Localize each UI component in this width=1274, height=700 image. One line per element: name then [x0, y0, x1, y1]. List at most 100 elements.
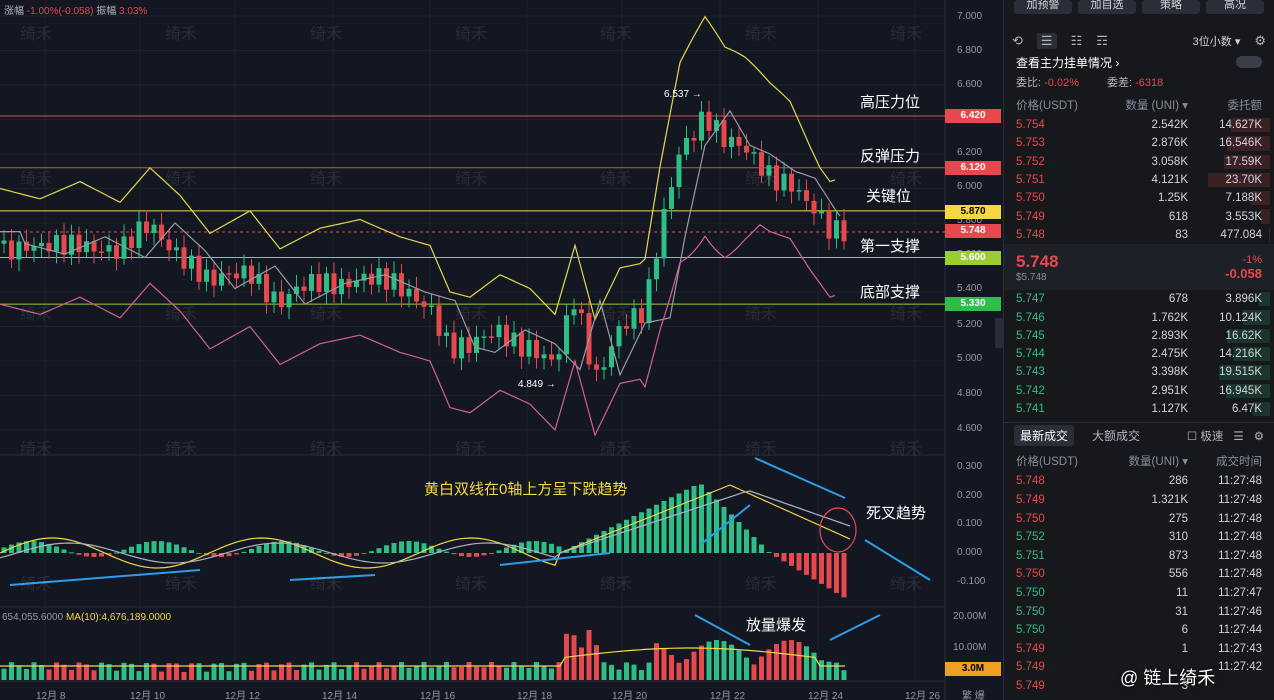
watermark-text: 绮禾 [310, 441, 343, 458]
orderbook-panel: 加预警 加自选 策略 高况 ⟲ ☰ ☷ ☶ 3位小数 ▾ ⚙ 查看主力挂单情况 › 委… [1003, 0, 1274, 700]
volume-bar [324, 664, 329, 680]
ask-row[interactable]: 5.751 4.121K 23.70K [1004, 171, 1274, 189]
panel-splitter[interactable] [995, 318, 1003, 348]
bid-row[interactable]: 5.744 2.475K 14.216K [1004, 345, 1274, 363]
trade-row[interactable]: 5.750 6 11:27:44 [1004, 621, 1274, 640]
trade-row[interactable]: 5.749 1 11:27:43 [1004, 640, 1274, 659]
annotation-volume-burst: 放量爆发 [746, 617, 807, 634]
ask-row[interactable]: 5.749 618 3.553K [1004, 207, 1274, 225]
ask-row[interactable]: 5.752 3.058K 17.59K [1004, 153, 1274, 171]
trade-row[interactable]: 5.751 873 11:27:48 [1004, 547, 1274, 566]
volume-bar [661, 648, 667, 680]
asks-view-icon[interactable]: ☶ [1096, 33, 1108, 48]
candle-body [526, 340, 532, 357]
bid-row[interactable]: 5.742 2.951K 16.945K [1004, 382, 1274, 400]
both-sides-view-icon[interactable]: ☰ [1036, 33, 1057, 49]
macd-bar [346, 553, 352, 557]
bids-view-icon[interactable]: ☷ [1070, 33, 1083, 48]
macd-bar [609, 527, 614, 553]
trade-time: 11:27:48 [1218, 494, 1262, 507]
toolbar-button-3[interactable]: 高况 [1206, 0, 1264, 14]
ask-row[interactable]: 5.748 83 477.084 [1004, 226, 1274, 244]
bid-row[interactable]: 5.745 2.893K 16.62K [1004, 327, 1274, 345]
volume-bar [781, 640, 787, 680]
trade-price: 5.749 [1016, 679, 1045, 692]
volume-bar [271, 670, 277, 680]
trade-row[interactable]: 5.749 11:27:42 [1004, 658, 1274, 677]
bid-row[interactable]: 5.746 1.762K 10.124K [1004, 308, 1274, 326]
macd-bar [196, 553, 202, 554]
trades-qty-unit-select[interactable]: 数量(UNI) ▾ [1128, 456, 1188, 469]
candle-body [204, 269, 209, 282]
toolbar-button-2[interactable]: 策略 [1142, 0, 1200, 14]
candle-body [766, 165, 772, 176]
last-price-row: 5.748 $5.748 -1% -0.058 [1004, 244, 1274, 291]
main-orders-toggle[interactable] [1236, 56, 1262, 68]
candle-body [714, 120, 719, 131]
ask-row[interactable]: 5.753 2.876K 16.546K [1004, 134, 1274, 152]
trade-row[interactable]: 5.750 275 11:27:48 [1004, 509, 1274, 528]
macd-bar [144, 542, 149, 553]
macd-bar [1, 547, 7, 553]
trade-row[interactable]: 5.750 11 11:27:47 [1004, 584, 1274, 603]
trade-row[interactable]: 5.749 3 [1004, 677, 1274, 696]
macd-bar [106, 553, 112, 555]
volume-bar [579, 647, 584, 680]
watermark-text: 绮禾 [310, 171, 343, 188]
toolbar-button-0[interactable]: 加预警 [1014, 0, 1072, 14]
watermark-text: 绮禾 [890, 306, 923, 323]
macd-bar [369, 551, 374, 553]
volume-bar [16, 665, 22, 680]
bid-row[interactable]: 5.743 3.398K 19.515K [1004, 363, 1274, 381]
candlestick-chart[interactable] [0, 0, 1002, 700]
volume-ma-label: 654,055.6000 MA(10):4,676,189.0000 [2, 612, 172, 623]
qty-unit-select[interactable]: 数量 (UNI) ▾ [1125, 100, 1188, 112]
chart-area[interactable]: 涨幅 -1.00%(-0.058) 振幅 3.03% 绮禾 绮禾 绮禾 绮禾 绮禾 绮禾绮… [0, 0, 1002, 700]
trade-row[interactable]: 5.752 310 11:27:48 [1004, 528, 1274, 547]
candle-body [76, 234, 82, 253]
macd-bar [264, 543, 269, 553]
macd-bar [286, 541, 292, 553]
toolbar-button-1[interactable]: 加自选 [1078, 0, 1136, 14]
bid-row[interactable]: 5.741 1.127K 6.47K [1004, 400, 1274, 418]
ask-row[interactable]: 5.750 1.25K 7.188K [1004, 189, 1274, 207]
watermark-text: 绮禾 [455, 171, 488, 188]
fast-checkbox[interactable]: ☐ 极速 [1186, 430, 1224, 443]
price-tag-first-support: 5.600 [945, 251, 1001, 265]
macd-bar [646, 508, 652, 553]
volume-bar [151, 663, 157, 680]
filter-icon[interactable]: ☰ [1233, 430, 1244, 443]
candle-body [61, 234, 67, 255]
trade-row[interactable]: 5.750 31 11:27:46 [1004, 602, 1274, 621]
tab-latest-trades[interactable]: 最新成交 [1014, 425, 1075, 447]
volume-tick: 10.00M [953, 642, 987, 653]
trade-price: 5.749 [1016, 494, 1045, 507]
trade-time: 11:27:43 [1218, 642, 1262, 655]
order-total: 14.627K [1219, 119, 1262, 132]
volume-bar [309, 662, 314, 680]
trade-row[interactable]: 5.748 286 11:27:48 [1004, 472, 1274, 491]
macd-tick: 0.300 [957, 461, 983, 472]
main-orders-link[interactable]: 查看主力挂单情况 › [1004, 52, 1274, 72]
depth-bar [1259, 292, 1270, 307]
volume-bar [489, 662, 494, 680]
settings-icon[interactable]: ⚙ [1254, 33, 1266, 48]
order-qty: 4.121K [1151, 174, 1188, 187]
refresh-icon[interactable]: ⟲ [1012, 33, 1023, 48]
watermark-text: 绮禾 [745, 441, 778, 458]
ask-row[interactable]: 5.754 2.542K 14.627K [1004, 116, 1274, 134]
trade-row[interactable]: 5.749 1.321K 11:27:48 [1004, 491, 1274, 510]
bid-row[interactable]: 5.747 678 3.896K [1004, 290, 1274, 308]
trade-price: 5.750 [1016, 587, 1045, 600]
candle-body [429, 305, 434, 307]
macd-bar [586, 538, 592, 553]
decimals-select[interactable]: 3位小数 ▾ [1192, 36, 1241, 48]
tab-large-trades[interactable]: 大额成交 [1092, 429, 1141, 444]
settings-icon[interactable]: ⚙ [1253, 430, 1264, 443]
trade-row[interactable]: 5.750 556 11:27:48 [1004, 565, 1274, 584]
depth-bar [1243, 310, 1270, 325]
order-total: 17.59K [1225, 155, 1262, 168]
volume-bar [91, 670, 97, 680]
candle-body [601, 367, 607, 370]
volume-bar [406, 667, 412, 680]
